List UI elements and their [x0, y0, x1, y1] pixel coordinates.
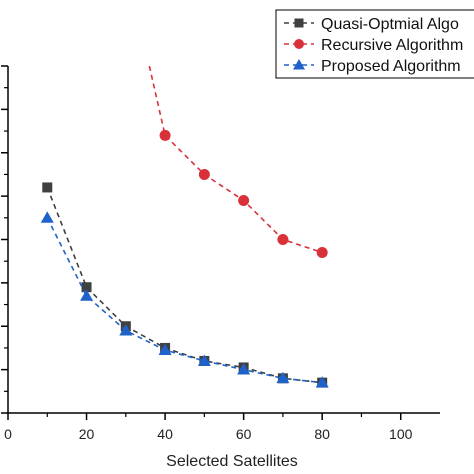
x-tick-label: 40 — [157, 426, 173, 442]
legend-marker — [293, 59, 305, 70]
data-point — [158, 343, 172, 355]
legend-item: Recursive Algorithm — [284, 37, 463, 54]
data-point — [119, 324, 133, 336]
data-point — [316, 247, 328, 259]
x-tick-label: 60 — [236, 426, 252, 442]
series-triangle — [40, 211, 329, 388]
data-point — [315, 376, 329, 388]
x-tick-label: 80 — [314, 426, 330, 442]
x-tick-label: 20 — [79, 426, 95, 442]
data-point — [237, 363, 251, 375]
legend-item: Proposed Algorithm — [284, 58, 461, 75]
legend: Quasi-Optmial Algo Recursive Algorithm Pro… — [275, 9, 474, 79]
data-point — [198, 168, 210, 180]
data-point — [276, 371, 290, 384]
series-line — [46, 217, 323, 384]
x-tick-label: 0 — [4, 426, 12, 442]
data-point — [81, 282, 92, 293]
legend-marker — [294, 39, 304, 49]
series-line — [46, 187, 323, 384]
data-point — [277, 234, 289, 245]
data-point — [40, 211, 54, 223]
series-line — [148, 66, 323, 254]
x-axis-title: Selected Satellites — [166, 453, 298, 470]
series-layer — [40, 66, 329, 388]
legend-marker — [294, 18, 304, 28]
legend-label: Quasi-Optmial Algo — [321, 16, 459, 33]
data-point — [42, 182, 53, 193]
series-circle — [148, 66, 328, 259]
series-square — [42, 182, 328, 388]
legend-box — [275, 9, 474, 79]
legend-item: Quasi-Optmial Algo — [284, 16, 459, 33]
axes: 0 20 40 60 80 100 — [1, 65, 440, 442]
x-tick-label: 100 — [389, 426, 413, 442]
legend-label: Proposed Algorithm — [321, 58, 461, 75]
data-point — [80, 289, 94, 301]
data-point — [197, 354, 211, 366]
legend-label: Recursive Algorithm — [321, 37, 463, 54]
data-point — [238, 194, 250, 206]
data-point — [159, 129, 171, 141]
